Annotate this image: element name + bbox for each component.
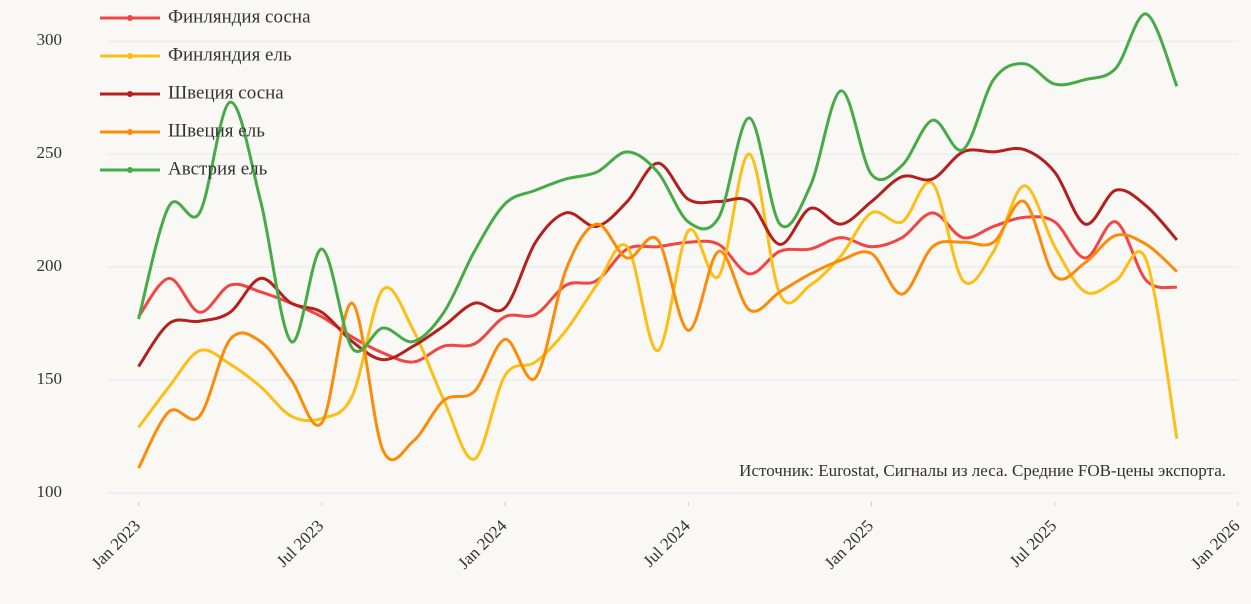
legend-label: Швеция сосна bbox=[168, 82, 284, 103]
plot-area: 100 150 200 250 300 Jan 2023 Jul 2023 Jan 2024 J… bbox=[37, 6, 1244, 572]
series-line bbox=[137, 146, 1179, 368]
y-tick-label: 300 bbox=[37, 30, 63, 49]
legend-marker bbox=[127, 167, 133, 173]
legend-marker bbox=[127, 129, 133, 135]
legend: Финляндия сосна Финляндия ель Швеция сосна… bbox=[100, 6, 311, 179]
legend-label: Финляндия сосна bbox=[168, 6, 311, 27]
x-tick-label: Jul 2024 bbox=[639, 516, 694, 571]
x-tick-label: Jul 2025 bbox=[1006, 516, 1061, 571]
x-tick-label: Jan 2024 bbox=[454, 516, 511, 573]
x-tick-label: Jan 2025 bbox=[821, 516, 878, 573]
annotation: Источник: Eurostat, Сигналы из леса. Сре… bbox=[739, 461, 1226, 480]
legend-marker bbox=[127, 53, 133, 59]
series-line bbox=[137, 199, 1178, 469]
series-line bbox=[137, 152, 1179, 461]
y-tick-label: 200 bbox=[37, 256, 63, 275]
y-tick-label: 100 bbox=[37, 482, 63, 501]
legend-label: Швеция ель bbox=[168, 120, 265, 141]
legend-marker bbox=[127, 15, 133, 21]
x-tick-label: Jan 2026 bbox=[1187, 516, 1244, 573]
y-tick-label: 250 bbox=[37, 143, 63, 162]
x-tick-label: Jan 2023 bbox=[88, 516, 145, 573]
legend-label: Финляндия ель bbox=[168, 44, 292, 65]
legend-label: Австрия ель bbox=[168, 158, 268, 179]
legend-marker bbox=[127, 91, 133, 97]
x-tick-label: Jul 2023 bbox=[273, 516, 328, 571]
series-line bbox=[137, 12, 1179, 353]
y-tick-label: 150 bbox=[37, 369, 63, 388]
